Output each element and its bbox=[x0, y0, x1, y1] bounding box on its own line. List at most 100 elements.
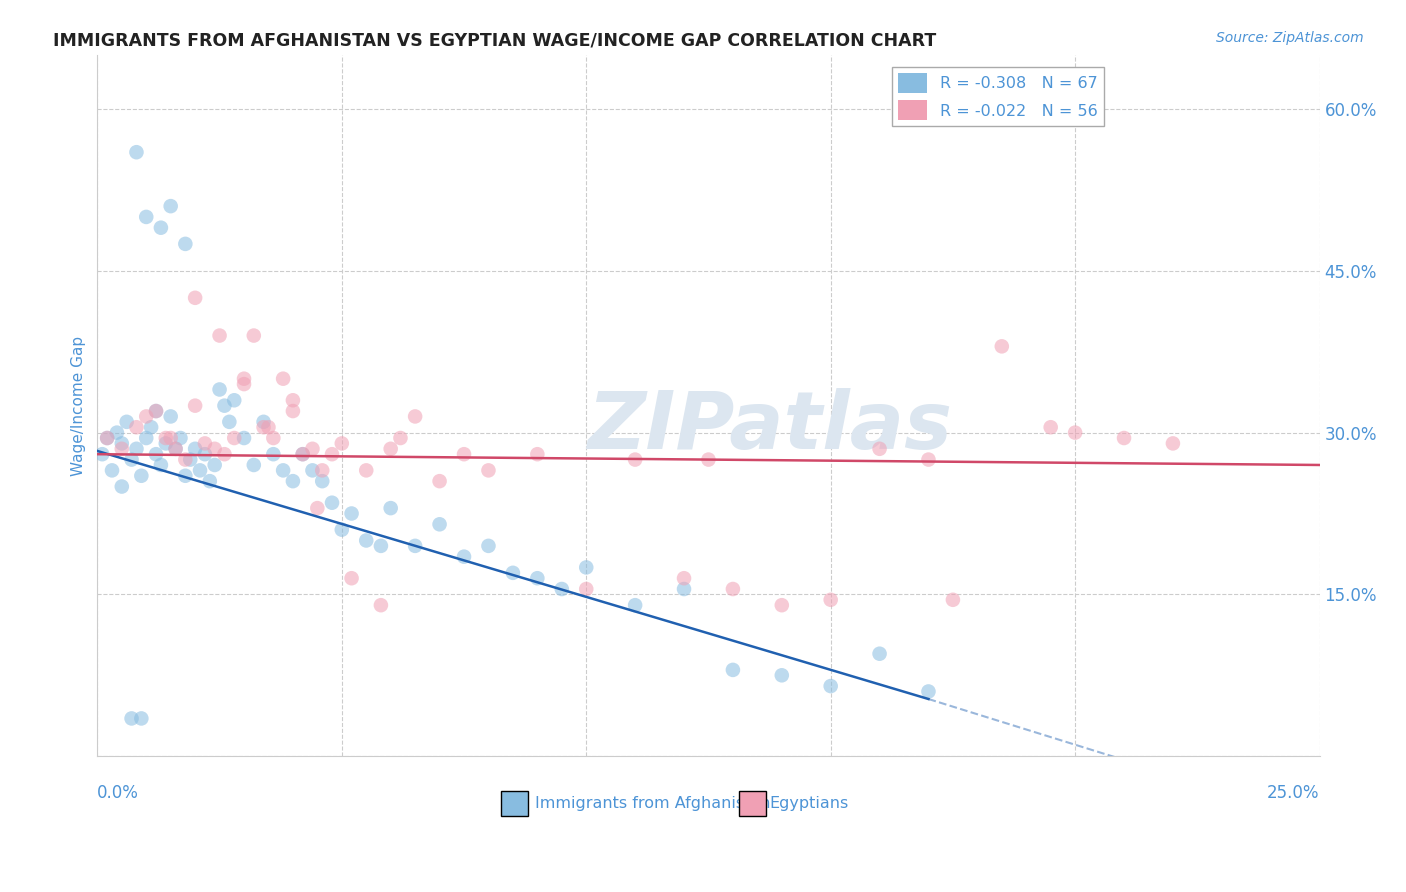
Point bbox=[307, 501, 329, 516]
Point bbox=[111, 479, 134, 493]
FancyBboxPatch shape bbox=[740, 791, 766, 816]
Point bbox=[208, 383, 231, 397]
Y-axis label: Wage/Income Gap: Wage/Income Gap bbox=[72, 335, 86, 475]
Point bbox=[624, 452, 647, 467]
Point bbox=[224, 393, 246, 408]
Point bbox=[174, 452, 197, 467]
Point bbox=[111, 436, 134, 450]
Point bbox=[526, 571, 548, 585]
Point bbox=[184, 399, 207, 413]
Point bbox=[721, 582, 744, 596]
Text: ZIPatlas: ZIPatlas bbox=[588, 388, 952, 466]
Point bbox=[321, 447, 343, 461]
Point bbox=[370, 598, 392, 612]
Point bbox=[770, 668, 793, 682]
Point bbox=[526, 447, 548, 461]
Point bbox=[218, 415, 240, 429]
Point bbox=[354, 533, 377, 548]
Point bbox=[174, 468, 197, 483]
Point bbox=[214, 447, 236, 461]
Point bbox=[121, 452, 143, 467]
Point bbox=[96, 431, 118, 445]
Point bbox=[252, 420, 274, 434]
Point bbox=[165, 442, 187, 456]
Point bbox=[281, 474, 304, 488]
Legend: R = -0.308   N = 67, R = -0.022   N = 56: R = -0.308 N = 67, R = -0.022 N = 56 bbox=[891, 67, 1104, 127]
Point bbox=[159, 409, 181, 424]
Point bbox=[139, 420, 162, 434]
Point bbox=[252, 415, 274, 429]
Point bbox=[991, 339, 1014, 353]
Point bbox=[404, 409, 426, 424]
Point bbox=[233, 431, 256, 445]
Point bbox=[311, 463, 333, 477]
Point bbox=[145, 447, 167, 461]
Point bbox=[233, 372, 256, 386]
Point bbox=[291, 447, 314, 461]
Point bbox=[721, 663, 744, 677]
Point bbox=[389, 431, 412, 445]
Point bbox=[174, 236, 197, 251]
Point bbox=[262, 431, 284, 445]
Point bbox=[1112, 431, 1135, 445]
Point bbox=[115, 415, 138, 429]
Point bbox=[204, 458, 226, 472]
Point bbox=[1064, 425, 1087, 440]
Point bbox=[271, 463, 294, 477]
Point bbox=[917, 452, 939, 467]
Text: IMMIGRANTS FROM AFGHANISTAN VS EGYPTIAN WAGE/INCOME GAP CORRELATION CHART: IMMIGRANTS FROM AFGHANISTAN VS EGYPTIAN … bbox=[53, 31, 936, 49]
Point bbox=[380, 501, 402, 516]
Point bbox=[208, 328, 231, 343]
Point bbox=[257, 420, 280, 434]
Point bbox=[942, 592, 965, 607]
Point bbox=[820, 592, 842, 607]
Point bbox=[204, 442, 226, 456]
Point bbox=[149, 458, 172, 472]
Point bbox=[429, 517, 451, 532]
Point bbox=[184, 442, 207, 456]
Point bbox=[125, 420, 148, 434]
Point bbox=[575, 582, 598, 596]
FancyBboxPatch shape bbox=[501, 791, 527, 816]
Point bbox=[820, 679, 842, 693]
Text: Source: ZipAtlas.com: Source: ZipAtlas.com bbox=[1216, 31, 1364, 45]
Point bbox=[125, 442, 148, 456]
Point bbox=[404, 539, 426, 553]
Point bbox=[96, 431, 118, 445]
Point bbox=[125, 145, 148, 160]
Point bbox=[135, 409, 157, 424]
Point bbox=[370, 539, 392, 553]
Point bbox=[135, 431, 157, 445]
Point bbox=[301, 442, 323, 456]
Point bbox=[165, 442, 187, 456]
Point bbox=[281, 404, 304, 418]
Point bbox=[155, 431, 177, 445]
Point bbox=[243, 328, 266, 343]
Point bbox=[111, 442, 134, 456]
Point bbox=[149, 220, 172, 235]
Point bbox=[105, 425, 128, 440]
Point bbox=[169, 431, 191, 445]
Point bbox=[770, 598, 793, 612]
Point bbox=[321, 496, 343, 510]
Point bbox=[214, 399, 236, 413]
Point bbox=[453, 447, 475, 461]
Point bbox=[1039, 420, 1062, 434]
Point bbox=[233, 377, 256, 392]
Point bbox=[330, 523, 353, 537]
Point bbox=[145, 404, 167, 418]
Point bbox=[917, 684, 939, 698]
Point bbox=[179, 452, 201, 467]
Point bbox=[271, 372, 294, 386]
Point bbox=[159, 431, 181, 445]
Point bbox=[135, 210, 157, 224]
Point bbox=[477, 539, 499, 553]
Text: 25.0%: 25.0% bbox=[1267, 784, 1320, 802]
Point bbox=[188, 463, 211, 477]
Point bbox=[673, 582, 696, 596]
Point bbox=[131, 468, 153, 483]
Point bbox=[624, 598, 647, 612]
Point bbox=[429, 474, 451, 488]
Point bbox=[697, 452, 720, 467]
Point bbox=[477, 463, 499, 477]
